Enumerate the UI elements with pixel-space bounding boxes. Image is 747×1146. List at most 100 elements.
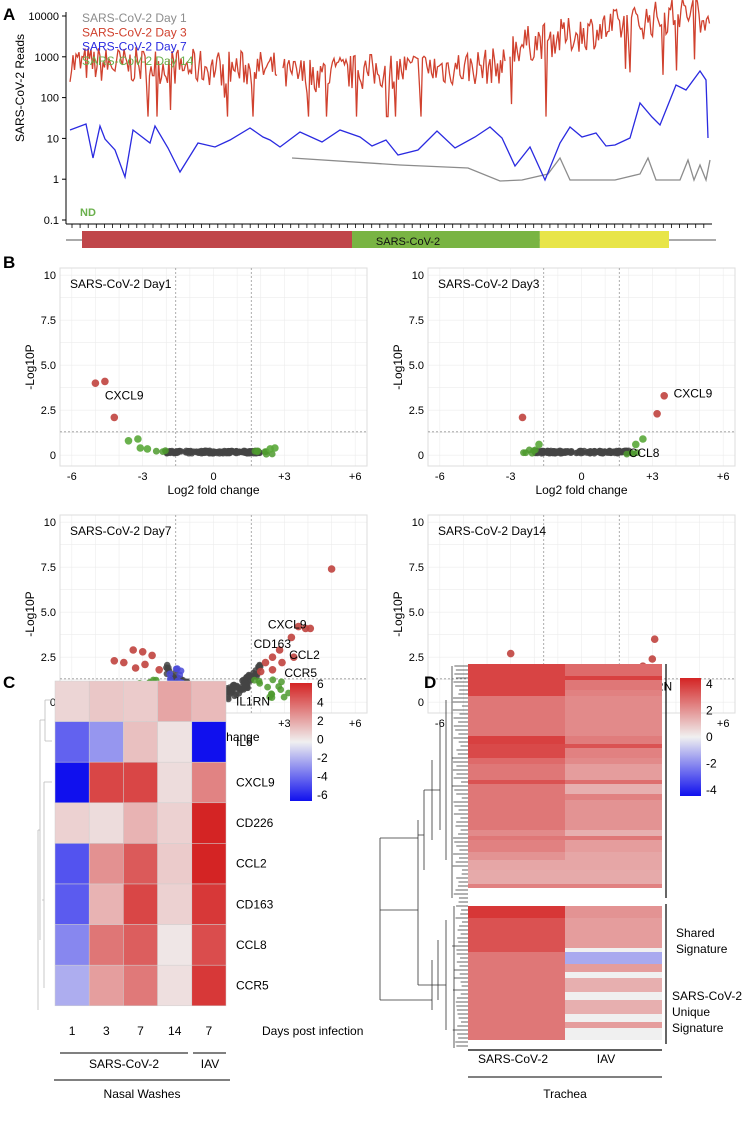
shared-label-line2: Signature xyxy=(676,942,728,956)
heat-cell xyxy=(157,680,193,722)
gene-point-ns xyxy=(607,448,614,455)
gene-point-fc xyxy=(266,693,274,701)
heat-cell xyxy=(157,761,193,804)
heat-cell xyxy=(468,840,565,852)
gene-point-fc xyxy=(251,447,259,455)
heat-cell xyxy=(191,964,227,1007)
b-ytick-label: 0 xyxy=(418,697,424,709)
gene-point-ns xyxy=(563,448,571,456)
gene-point-ns xyxy=(226,684,233,691)
heat-cell xyxy=(191,761,227,804)
gene-point-sig xyxy=(506,649,515,658)
heat-cell xyxy=(468,758,565,764)
heat-cell xyxy=(565,884,662,888)
heat-cell xyxy=(468,830,565,836)
heat-cell xyxy=(565,948,662,952)
gene-point-sig xyxy=(124,437,133,445)
gene-point-sig xyxy=(632,440,640,449)
panel-a-letter: A xyxy=(3,5,15,24)
group2-label: IAV xyxy=(201,1057,219,1071)
b-xlabel: Log2 fold change xyxy=(535,483,627,497)
b-ytick-label: 7.5 xyxy=(41,315,56,327)
gene-point-ns xyxy=(187,447,194,455)
heat-cell xyxy=(468,948,565,952)
heat-cell xyxy=(54,721,90,763)
heat-cell xyxy=(54,924,90,966)
b-xtick-label: 0 xyxy=(210,471,216,483)
gene-point-sig xyxy=(134,435,142,443)
heat-cell xyxy=(565,758,662,764)
gene-point-sig xyxy=(271,444,279,452)
heat-cell xyxy=(88,680,124,722)
gene-point-ns xyxy=(245,671,252,679)
b-xtick-label: +6 xyxy=(349,471,362,483)
gene-point-sig xyxy=(110,413,119,422)
gene-point-fc xyxy=(269,676,277,684)
b-ytick-label: 10 xyxy=(44,270,56,282)
panel-d: D 4 2 0 -2 -4 Shared Signature SARS-CoV-2 Un… xyxy=(379,664,742,1101)
b-ylabel: -Log10P xyxy=(23,344,37,389)
volcano-title: SARS-CoV-2 Day14 xyxy=(438,524,546,538)
a-ytick-label: 0.1 xyxy=(44,215,59,227)
gene-point-sig xyxy=(110,657,119,665)
gene-point-ns xyxy=(547,447,555,454)
heat-cell xyxy=(468,918,565,948)
heat-cell xyxy=(54,680,90,722)
heat-col-label: 14 xyxy=(168,1024,182,1038)
gene-point-fc xyxy=(159,448,167,455)
genome-segments xyxy=(82,231,669,248)
heat-cell xyxy=(88,761,124,804)
heat-cell xyxy=(468,744,565,748)
c-colorbar-tick: 0 xyxy=(317,733,324,747)
gene-point-sig xyxy=(136,444,145,452)
panel-c-letter: C xyxy=(3,673,15,692)
heat-cell xyxy=(565,794,662,800)
gene-point-sig xyxy=(278,658,286,667)
gene-label: CCL8 xyxy=(629,446,660,460)
heat-cell xyxy=(54,883,90,925)
b-ytick-label: 2.5 xyxy=(409,652,424,664)
heat-cell xyxy=(468,764,565,780)
heat-cell xyxy=(565,696,662,736)
heat-cell xyxy=(468,992,565,1000)
gene-point-ns xyxy=(596,447,603,455)
gene-point-sig xyxy=(287,633,296,642)
heat-cell xyxy=(565,736,662,744)
heat-row-label: IL1RN xyxy=(236,694,270,708)
b-ytick-label: 10 xyxy=(44,517,56,529)
heat-cell xyxy=(88,721,124,763)
gene-point-ns xyxy=(216,450,223,457)
c-colorbar-tick: -6 xyxy=(317,788,328,802)
gene-point-sig xyxy=(141,660,149,669)
b-ytick-label: 0 xyxy=(50,450,56,462)
genome-label: SARS-CoV-2 xyxy=(376,236,440,248)
heat-cell xyxy=(54,802,90,844)
gene-point-sig xyxy=(294,622,303,631)
gene-point-sig xyxy=(535,440,543,449)
d-column-2-label: IAV xyxy=(597,1052,615,1066)
d-colorbar-tick: -4 xyxy=(706,783,717,797)
gene-point-fc xyxy=(152,447,160,455)
b-xlabel: Log2 fold change xyxy=(167,483,259,497)
days-post-infection-label: Days post infection xyxy=(262,1024,363,1038)
gene-point-sig xyxy=(101,377,109,386)
gene-point-ns xyxy=(252,671,259,678)
heat-cell xyxy=(468,870,565,884)
b-xtick-label: -6 xyxy=(435,471,445,483)
shared-label-line1: Shared xyxy=(676,926,715,940)
gene-point-ns xyxy=(615,448,623,455)
nd-label: ND xyxy=(80,207,96,219)
gene-point-ns xyxy=(233,448,240,455)
heat-cell xyxy=(468,1014,565,1022)
heat-cell xyxy=(565,1022,662,1028)
b-xtick-label: +3 xyxy=(278,718,291,730)
gene-point-sig xyxy=(143,445,152,453)
legend-entry: SARS-CoV-2 Day 14 xyxy=(82,54,194,68)
heat-cell xyxy=(157,843,193,885)
panel-c-colorbar xyxy=(290,683,312,801)
gene-point-p xyxy=(166,675,174,683)
gene-point-fc xyxy=(262,450,270,458)
heat-cell xyxy=(468,852,565,860)
a-ytick-label: 10 xyxy=(47,133,59,145)
gene-point-ns xyxy=(256,661,263,669)
